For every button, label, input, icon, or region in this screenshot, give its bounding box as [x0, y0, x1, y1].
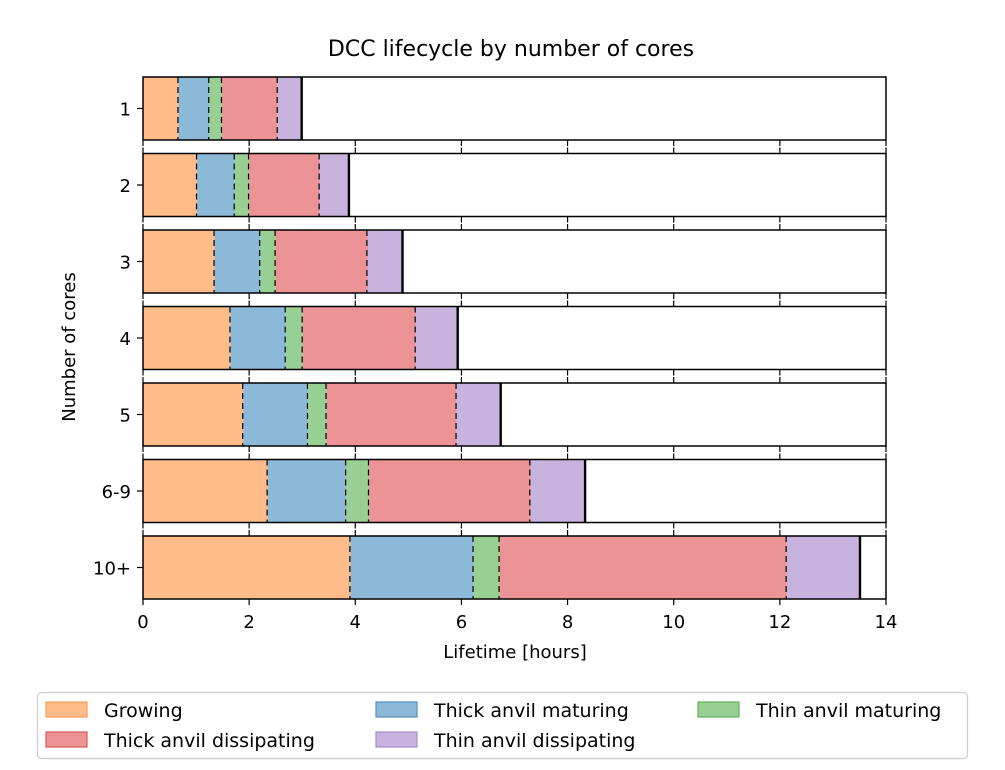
legend-item-thick-anvil-maturing: Thick anvil maturing [375, 700, 629, 722]
bar-4-thin-anvil-maturing [285, 306, 303, 370]
bar-3-thin-anvil-maturing [260, 230, 276, 293]
y-tick-label: 6-9 [102, 482, 131, 503]
chart-title: DCC lifecycle by number of cores [328, 37, 694, 62]
legend-label: Thin anvil dissipating [433, 730, 636, 752]
bar-1-thick-anvil-maturing [178, 77, 210, 140]
bar-6-9-thin-anvil-maturing [346, 459, 370, 523]
bar-2-growing [143, 153, 198, 217]
x-axis-label: Lifetime [hours] [443, 642, 586, 663]
bar-6-9-thin-anvil-dissipating [530, 459, 586, 523]
bar-3-thick-anvil-maturing [214, 230, 261, 293]
bar-5-thick-anvil-maturing [243, 383, 309, 446]
legend-swatch [375, 731, 418, 748]
bar-6-9-thick-anvil-maturing [267, 459, 347, 523]
panel-10+: 10+ [93, 530, 887, 605]
y-tick-label: 2 [120, 176, 131, 197]
bar-2-thin-anvil-maturing [234, 153, 250, 217]
legend-label: Thin anvil maturing [755, 700, 941, 722]
bar-1-thin-anvil-maturing [209, 77, 223, 140]
y-tick-label: 1 [120, 100, 131, 121]
legend-item-thick-anvil-dissipating: Thick anvil dissipating [45, 730, 315, 752]
x-tick-label: 8 [562, 612, 573, 633]
bar-10+-thin-anvil-maturing [473, 536, 500, 599]
panels-group: 1 2 3 4 5 6-9 10+ [93, 76, 887, 605]
y-tick-label: 4 [120, 329, 131, 350]
x-tick-label: 12 [768, 612, 791, 633]
panel-3: 3 [120, 224, 887, 299]
panel-1: 1 [120, 76, 887, 146]
bar-1-thick-anvil-dissipating [222, 77, 278, 140]
legend-label: Thick anvil dissipating [103, 730, 315, 752]
bar-6-9-thick-anvil-dissipating [369, 459, 531, 523]
legend-item-growing: Growing [45, 700, 183, 722]
bar-1-thin-anvil-dissipating [277, 77, 302, 140]
bar-2-thick-anvil-maturing [197, 153, 235, 217]
bar-3-thin-anvil-dissipating [367, 230, 403, 293]
panel-6-9: 6-9 [102, 453, 887, 529]
bar-5-thin-anvil-dissipating [456, 383, 501, 446]
panel-2: 2 [120, 147, 887, 223]
legend-swatch [375, 701, 418, 718]
panel-4: 4 [120, 300, 887, 376]
y-axis-label: Number of cores [59, 272, 80, 421]
y-tick-label: 10+ [93, 559, 131, 580]
x-tick-label: 2 [243, 612, 254, 633]
y-tick-label: 5 [120, 406, 131, 427]
bar-4-thick-anvil-maturing [230, 306, 286, 370]
x-tick-label: 0 [137, 612, 148, 633]
bar-3-growing [143, 230, 215, 293]
legend-item-thin-anvil-maturing: Thin anvil maturing [697, 700, 941, 722]
legend-label: Thick anvil maturing [433, 700, 629, 722]
bar-10+-thick-anvil-dissipating [499, 536, 787, 599]
bar-10+-thin-anvil-dissipating [786, 536, 860, 599]
bar-1-growing [143, 77, 179, 140]
x-tick-label: 6 [456, 612, 467, 633]
bar-3-thick-anvil-dissipating [275, 230, 368, 293]
panel-5: 5 [120, 377, 887, 452]
bar-6-9-growing [143, 459, 268, 523]
bar-5-thick-anvil-dissipating [326, 383, 457, 446]
x-tick-label: 14 [875, 612, 898, 633]
bar-4-thin-anvil-dissipating [415, 306, 458, 370]
bar-2-thick-anvil-dissipating [249, 153, 320, 217]
legend-swatch [45, 701, 88, 718]
bar-2-thin-anvil-dissipating [319, 153, 349, 217]
bar-5-growing [143, 383, 244, 446]
bar-10+-thick-anvil-maturing [350, 536, 474, 599]
x-tick-label: 10 [662, 612, 685, 633]
legend-swatch [697, 701, 740, 718]
legend-label: Growing [104, 700, 183, 722]
y-tick-label: 3 [120, 253, 131, 274]
bar-4-thick-anvil-dissipating [302, 306, 416, 370]
bar-5-thin-anvil-maturing [308, 383, 327, 446]
legend: Growing Thick anvil maturing Thin anvil ma… [36, 691, 969, 760]
bar-10+-growing [143, 536, 351, 599]
legend-swatch [45, 731, 88, 748]
x-axis-ticks: 0 2 4 6 8 10 12 14 [137, 612, 897, 633]
x-tick-label: 4 [350, 612, 361, 633]
bar-4-growing [143, 306, 231, 370]
legend-item-thin-anvil-dissipating: Thin anvil dissipating [375, 730, 636, 752]
